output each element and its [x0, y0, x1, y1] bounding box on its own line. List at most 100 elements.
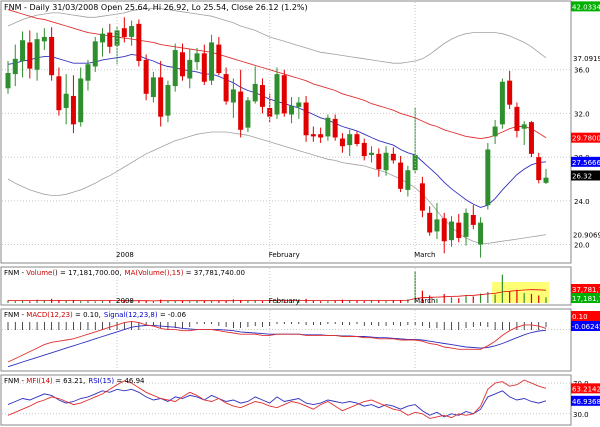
candle: [41, 28, 47, 51]
candle: [158, 60, 164, 127]
price-axis-tag-4-bg: [571, 170, 600, 181]
candle-body: [245, 100, 251, 128]
macd-axis: 0.10 -0.06245: [571, 311, 600, 331]
macd-lines: [7, 320, 547, 368]
price-x-labels: 2008 February March: [116, 2, 435, 262]
candle-body: [267, 107, 273, 117]
oscillator-axis-tag-2-bg: [571, 395, 600, 406]
candle: [187, 48, 193, 89]
candle: [85, 59, 91, 91]
candle: [259, 78, 265, 114]
candle-body: [259, 85, 265, 107]
x-label-0: 2008: [116, 251, 134, 259]
candle: [470, 205, 476, 230]
bollinger-upper-line: [7, 8, 547, 64]
volume-axis-tag-1: 17,181,700.00: [571, 293, 600, 303]
candle: [354, 130, 360, 147]
price-axis-tag-5: 20.9069: [573, 232, 600, 240]
candle: [456, 213, 462, 243]
mfi-legend-value: = 63.21,: [53, 377, 86, 385]
candle-body: [165, 85, 171, 116]
macd-axis-tag-1-text: -0.06245: [572, 323, 600, 331]
candle-body: [63, 93, 69, 108]
candle: [78, 67, 84, 127]
mfi-legend-name: MFI(14): [26, 377, 53, 385]
candle: [383, 146, 389, 176]
candle: [20, 31, 26, 78]
candle: [347, 129, 353, 157]
candle: [201, 44, 207, 86]
oscillator-legend-prefix: FNM -: [4, 377, 26, 385]
volume-x-labels: 2008 February March: [116, 268, 435, 305]
candle: [507, 70, 513, 110]
candle: [107, 23, 113, 54]
volume-ma-line: [8, 289, 547, 302]
oscillator-lines: [7, 379, 547, 419]
candle: [252, 66, 258, 104]
candle: [179, 43, 185, 81]
candle-body: [514, 106, 520, 131]
oscillator-axis-tag-2-text: 46.9368: [572, 398, 600, 406]
macd-axis-tag-1-bg: [571, 321, 600, 331]
candle-body: [536, 157, 542, 181]
candle-body: [34, 39, 40, 70]
candle: [63, 74, 69, 125]
candle: [143, 54, 149, 101]
macd-axis-tag-0-text: 0.10: [572, 313, 588, 321]
candle-body: [27, 42, 33, 69]
candle-body: [383, 152, 389, 171]
x-label-2: March: [414, 297, 435, 305]
candle: [216, 36, 222, 76]
candle: [121, 17, 127, 43]
price-axis-tag-2: 29.7800: [571, 132, 600, 143]
candle: [463, 208, 469, 246]
price-axis-tag-2-bg: [571, 132, 600, 143]
candle: [281, 69, 287, 117]
candle-body: [492, 126, 498, 137]
candle-body: [456, 222, 462, 238]
chart-title: FNM - Daily 31/03/2008 Open 25.64, Hi 26…: [4, 3, 308, 12]
candle-body: [216, 44, 222, 74]
macd-panel-frame: [0, 308, 572, 372]
price-tick-3: 32.0: [574, 110, 590, 118]
volume-legend-name: Volume(: [26, 269, 55, 277]
x-label-0: 2008: [116, 297, 134, 305]
candle-body: [143, 59, 149, 94]
candle-body: [289, 105, 295, 115]
candle-body: [85, 64, 91, 81]
candle-body: [136, 23, 142, 61]
candle: [92, 36, 98, 72]
candle-body: [194, 53, 200, 63]
price-axis-tag-3-text: 27.5666: [572, 159, 600, 167]
candle-body: [478, 222, 484, 245]
price-axis-tag-4: 26.32: [571, 170, 600, 181]
candle: [514, 102, 520, 138]
volume-ma-legend-value: = 37,781,740.00: [183, 269, 245, 277]
candle-body: [223, 74, 229, 102]
volume-legend: FNM - Volume() = 17,181,700.00, MA(Volume…: [4, 269, 245, 277]
macd-axis-tag-0-bg: [571, 311, 600, 321]
price-tick-1: 24.0: [574, 198, 590, 206]
candle-body: [369, 152, 375, 155]
candle-body: [412, 154, 418, 171]
candle: [332, 114, 338, 141]
candle: [499, 78, 505, 129]
macd-axis-tag-0: 0.10: [571, 311, 600, 321]
candle-body: [390, 153, 396, 161]
candle: [528, 121, 534, 158]
candle: [543, 168, 549, 184]
volume-axis-tag-1-bg: [571, 293, 600, 303]
candle-body: [405, 170, 411, 190]
candle: [49, 27, 55, 81]
candle-body: [187, 59, 193, 79]
candle-body: [361, 142, 367, 157]
candle: [5, 60, 11, 94]
candle: [172, 43, 178, 92]
macd-legend-prefix: FNM -: [4, 311, 26, 319]
candle-body: [100, 33, 106, 43]
candle: [369, 146, 375, 163]
macd-line: [7, 320, 547, 363]
volume-bars: [7, 270, 547, 303]
volume-ma-legend-name: MA(Volume(),15): [125, 269, 184, 277]
